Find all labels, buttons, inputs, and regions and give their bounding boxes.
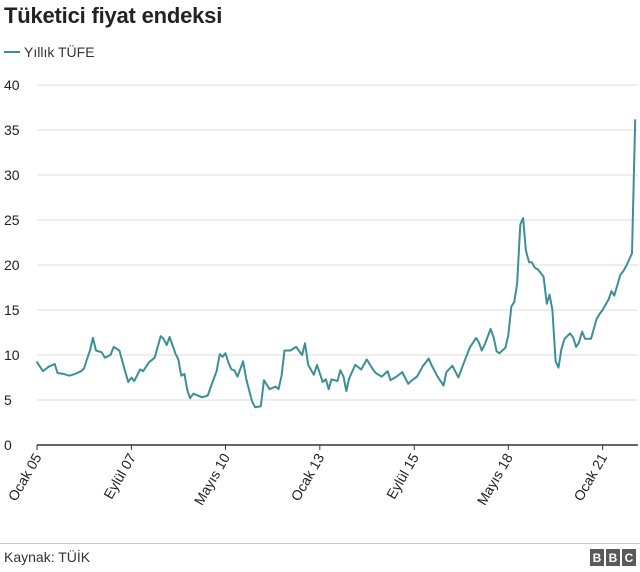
x-tick-label: Eylül 15 [383, 450, 422, 501]
series-line [36, 119, 637, 409]
bbc-logo-letter: C [622, 549, 636, 566]
y-tick-label: 40 [4, 77, 20, 93]
line-chart: 0 5 10 15 20 25 30 35 40 Ocak 05 Eylül 07 Mayıs 10 O… [4, 77, 638, 508]
y-tick-label: 25 [4, 212, 20, 228]
legend-label: Yıllık TÜFE [24, 44, 95, 60]
x-tick-label: Eylül 07 [100, 450, 139, 501]
x-tick-label: Ocak 21 [570, 450, 610, 503]
legend-swatch [4, 51, 20, 53]
source-text: Kaynak: TÜİK [4, 549, 91, 565]
chart-title: Tüketici fiyat endeksi [4, 3, 223, 28]
legend: Yıllık TÜFE [4, 44, 95, 60]
bbc-logo: B B C [590, 549, 636, 566]
y-tick-label: 0 [4, 437, 12, 453]
y-tick-label: 20 [4, 257, 20, 273]
y-tick-label: 30 [4, 167, 20, 183]
bbc-logo-letter: B [590, 549, 604, 566]
y-tick-label: 15 [4, 302, 20, 318]
y-tick-label: 10 [4, 347, 20, 363]
x-tick-label: Mayıs 18 [474, 450, 516, 507]
x-tick-label: Ocak 13 [287, 450, 327, 503]
x-tick-label: Ocak 05 [5, 450, 45, 503]
footer-divider [0, 543, 640, 544]
y-tick-label: 35 [4, 122, 20, 138]
bbc-logo-letter: B [606, 549, 620, 566]
x-tick-label: Mayıs 10 [191, 450, 233, 507]
y-tick-label: 5 [4, 392, 12, 408]
